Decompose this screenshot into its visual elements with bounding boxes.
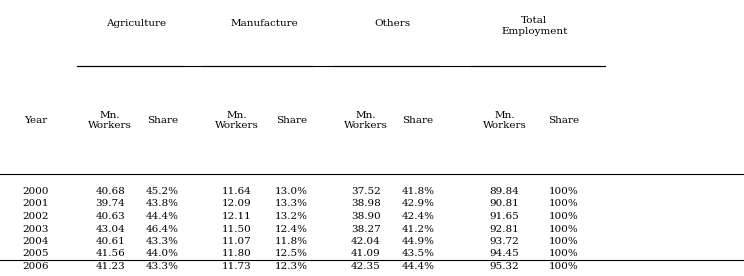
Text: 42.9%: 42.9% — [402, 200, 434, 208]
Text: Mn.
Workers: Mn. Workers — [483, 111, 526, 130]
Text: 40.61: 40.61 — [95, 237, 125, 246]
Text: 41.2%: 41.2% — [402, 225, 434, 233]
Text: 2001: 2001 — [22, 200, 49, 208]
Text: 2004: 2004 — [22, 237, 49, 246]
Text: Share: Share — [276, 116, 307, 125]
Text: 11.07: 11.07 — [222, 237, 251, 246]
Text: 37.52: 37.52 — [351, 187, 381, 196]
Text: 43.5%: 43.5% — [402, 250, 434, 258]
Text: 45.2%: 45.2% — [146, 187, 179, 196]
Text: 38.98: 38.98 — [351, 200, 381, 208]
Text: Total
Employment: Total Employment — [501, 16, 568, 36]
Text: 2005: 2005 — [22, 250, 49, 258]
Text: Mn.
Workers: Mn. Workers — [344, 111, 388, 130]
Text: 44.0%: 44.0% — [146, 250, 179, 258]
Text: 42.04: 42.04 — [351, 237, 381, 246]
Text: 42.4%: 42.4% — [402, 212, 434, 221]
Text: 89.84: 89.84 — [490, 187, 519, 196]
Text: Others: Others — [374, 19, 410, 28]
Text: 43.04: 43.04 — [95, 225, 125, 233]
Text: 40.63: 40.63 — [95, 212, 125, 221]
Text: 41.09: 41.09 — [351, 250, 381, 258]
Text: 43.3%: 43.3% — [146, 237, 179, 246]
Text: 93.72: 93.72 — [490, 237, 519, 246]
Text: Mn.
Workers: Mn. Workers — [89, 111, 132, 130]
Text: 43.3%: 43.3% — [146, 262, 179, 271]
Text: 100%: 100% — [549, 237, 579, 246]
Text: 44.4%: 44.4% — [402, 262, 434, 271]
Text: 91.65: 91.65 — [490, 212, 519, 221]
Text: 2003: 2003 — [22, 225, 49, 233]
Text: 46.4%: 46.4% — [146, 225, 179, 233]
Text: Share: Share — [147, 116, 178, 125]
Text: 95.32: 95.32 — [490, 262, 519, 271]
Text: 12.11: 12.11 — [222, 212, 251, 221]
Text: 38.90: 38.90 — [351, 212, 381, 221]
Text: 41.23: 41.23 — [95, 262, 125, 271]
Text: 12.3%: 12.3% — [275, 262, 308, 271]
Text: 43.8%: 43.8% — [146, 200, 179, 208]
Text: Manufacture: Manufacture — [230, 19, 298, 28]
Text: 39.74: 39.74 — [95, 200, 125, 208]
Text: 100%: 100% — [549, 250, 579, 258]
Text: 92.81: 92.81 — [490, 225, 519, 233]
Text: 100%: 100% — [549, 262, 579, 271]
Text: 44.9%: 44.9% — [402, 237, 434, 246]
Text: 100%: 100% — [549, 200, 579, 208]
Text: 12.4%: 12.4% — [275, 225, 308, 233]
Text: 2000: 2000 — [22, 187, 49, 196]
Text: 11.64: 11.64 — [222, 187, 251, 196]
Text: 11.50: 11.50 — [222, 225, 251, 233]
Text: 41.8%: 41.8% — [402, 187, 434, 196]
Text: 2006: 2006 — [22, 262, 49, 271]
Text: Share: Share — [403, 116, 434, 125]
Text: 44.4%: 44.4% — [146, 212, 179, 221]
Text: Agriculture: Agriculture — [106, 19, 166, 28]
Text: 94.45: 94.45 — [490, 250, 519, 258]
Text: 38.27: 38.27 — [351, 225, 381, 233]
Text: 12.5%: 12.5% — [275, 250, 308, 258]
Text: 100%: 100% — [549, 212, 579, 221]
Text: Mn.
Workers: Mn. Workers — [215, 111, 258, 130]
Text: 13.2%: 13.2% — [275, 212, 308, 221]
Text: 100%: 100% — [549, 225, 579, 233]
Text: 11.8%: 11.8% — [275, 237, 308, 246]
Text: 2002: 2002 — [22, 212, 49, 221]
Text: 41.56: 41.56 — [95, 250, 125, 258]
Text: 100%: 100% — [549, 187, 579, 196]
Text: Share: Share — [548, 116, 580, 125]
Text: 11.80: 11.80 — [222, 250, 251, 258]
Text: 90.81: 90.81 — [490, 200, 519, 208]
Text: 13.0%: 13.0% — [275, 187, 308, 196]
Text: 42.35: 42.35 — [351, 262, 381, 271]
Text: 11.73: 11.73 — [222, 262, 251, 271]
Text: 13.3%: 13.3% — [275, 200, 308, 208]
Text: Year: Year — [24, 116, 48, 125]
Text: 12.09: 12.09 — [222, 200, 251, 208]
Text: 40.68: 40.68 — [95, 187, 125, 196]
